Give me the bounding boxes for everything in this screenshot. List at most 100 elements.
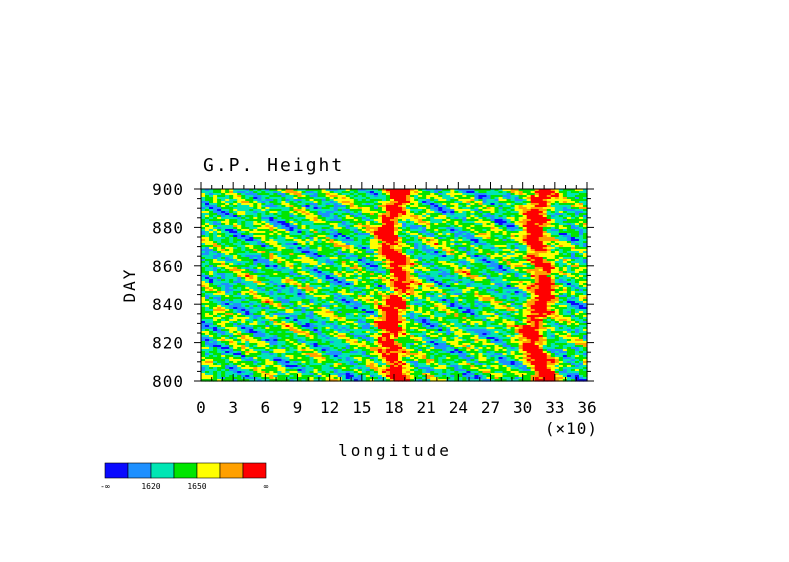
heat-cell: [418, 255, 423, 258]
heat-cell: [293, 269, 299, 272]
heat-cell: [213, 265, 218, 268]
heat-cell: [281, 255, 287, 258]
heat-cell: [446, 257, 451, 260]
heat-cell: [434, 241, 439, 244]
heat-cell: [237, 277, 242, 280]
heat-cell: [321, 285, 327, 288]
heat-cell: [305, 249, 311, 252]
heat-cell: [490, 287, 496, 290]
heat-cell: [538, 229, 544, 232]
heat-cell: [281, 209, 287, 212]
heat-cell: [430, 247, 435, 250]
heat-cell: [558, 283, 564, 286]
heat-cell: [498, 229, 504, 232]
heat-cell: [277, 235, 283, 238]
heat-cell: [446, 291, 451, 294]
heat-cell: [389, 209, 395, 212]
heat-cell: [257, 273, 262, 276]
heat-cell: [550, 239, 556, 242]
heat-cell: [526, 289, 532, 292]
heat-cell: [542, 253, 548, 256]
heat-cell: [329, 279, 335, 282]
heat-cell: [562, 215, 568, 218]
heat-cell: [466, 283, 471, 286]
heat-cell: [205, 223, 210, 226]
heat-cell: [482, 247, 488, 250]
heat-cell: [253, 249, 258, 252]
heat-cell: [217, 237, 222, 240]
heat-cell: [442, 229, 447, 232]
heat-cell: [357, 219, 363, 222]
heat-cell: [305, 195, 311, 198]
heat-cell: [406, 193, 411, 196]
heat-cell: [381, 279, 387, 282]
heat-cell: [233, 279, 238, 282]
heat-cell: [402, 233, 407, 236]
heat-cell: [273, 193, 278, 196]
heat-cell: [494, 197, 500, 200]
heat-cell: [462, 245, 467, 248]
heat-cell: [554, 201, 560, 204]
heat-cell: [454, 269, 459, 272]
heat-cell: [478, 231, 484, 234]
heat-cell: [406, 291, 411, 294]
heat-cell: [526, 223, 532, 226]
heat-cell: [385, 191, 391, 194]
heat-cell: [410, 289, 415, 292]
heat-cell: [253, 289, 258, 292]
heat-cell: [317, 233, 323, 236]
heat-cell: [474, 217, 480, 220]
heat-cell: [458, 265, 463, 268]
heat-cell: [265, 239, 270, 242]
heat-cell: [558, 289, 564, 292]
heat-cell: [434, 275, 439, 278]
heat-cell: [418, 225, 423, 228]
heat-cell: [534, 257, 540, 260]
heat-cell: [345, 247, 351, 250]
heat-cell: [289, 269, 295, 272]
heat-cell: [269, 261, 274, 264]
heat-cell: [265, 207, 270, 210]
heat-cell: [305, 257, 311, 260]
heat-cell: [558, 239, 564, 242]
heat-cell: [317, 215, 323, 218]
heat-cell: [361, 251, 367, 254]
heat-cell: [221, 279, 226, 282]
heat-cell: [253, 197, 258, 200]
heat-cell: [538, 283, 544, 286]
heat-cell: [470, 275, 476, 278]
heat-cell: [265, 225, 270, 228]
heat-cell: [201, 235, 206, 238]
heat-cell: [494, 265, 500, 268]
heat-cell: [225, 231, 230, 234]
heat-cell: [217, 291, 222, 294]
heat-cell: [454, 243, 459, 246]
heat-cell: [494, 285, 500, 288]
heat-cell: [542, 285, 548, 288]
heat-cell: [554, 239, 560, 242]
heat-cell: [309, 201, 315, 204]
heat-cell: [357, 265, 363, 268]
heat-cell: [466, 209, 471, 212]
heat-cell: [205, 275, 210, 278]
heat-cell: [361, 245, 367, 248]
heat-cell: [337, 219, 343, 222]
heat-cell: [201, 265, 206, 268]
heat-cell: [530, 235, 536, 238]
heat-cell: [450, 247, 455, 250]
heat-cell: [269, 257, 274, 260]
heat-cell: [438, 255, 443, 258]
heat-cell: [233, 267, 238, 270]
heat-cell: [550, 281, 556, 284]
heat-cell: [389, 229, 395, 232]
heat-cell: [285, 281, 291, 284]
heat-cell: [225, 191, 230, 194]
heat-cell: [201, 203, 206, 206]
heat-cell: [289, 207, 295, 210]
heat-cell: [426, 205, 431, 208]
heat-cell: [446, 219, 451, 222]
heat-cell: [301, 255, 307, 258]
heat-cell: [518, 251, 524, 254]
heat-cell: [550, 231, 556, 234]
heat-cell: [361, 223, 367, 226]
